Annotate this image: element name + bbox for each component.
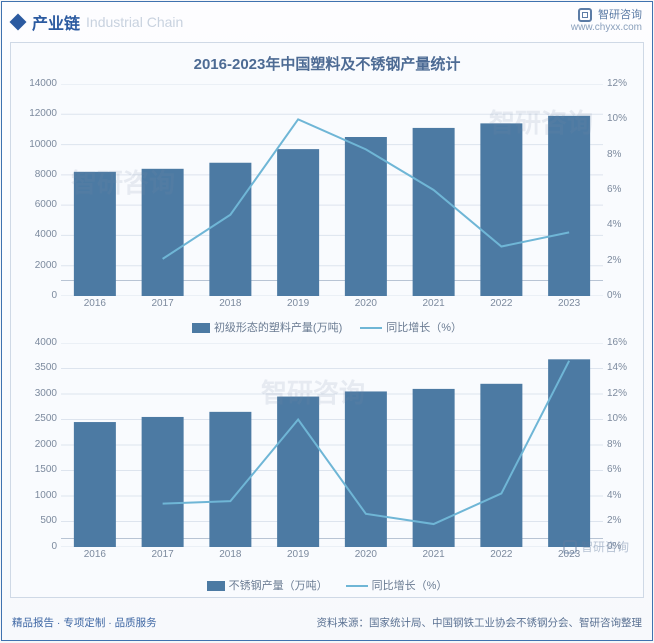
header: 产业链 Industrial Chain 智研咨询 www.chyxx.com bbox=[2, 2, 652, 42]
chart-card: 2016-2023年中国塑料及不锈钢产量统计 0 2000 4000 6000 8000… bbox=[10, 42, 644, 598]
chart-title: 2016-2023年中国塑料及不锈钢产量统计 bbox=[15, 47, 639, 80]
ytick-left: 2000 bbox=[15, 260, 57, 271]
xtick: 2016 bbox=[77, 549, 113, 560]
section-title-cn: 产业链 bbox=[32, 10, 80, 34]
diamond-icon bbox=[10, 14, 27, 31]
ytick-left: 500 bbox=[15, 515, 57, 526]
brand-corner-icon bbox=[563, 540, 577, 554]
brand-name: 智研咨询 bbox=[598, 9, 642, 21]
xtick: 2021 bbox=[416, 549, 452, 560]
ytick-left: 3500 bbox=[15, 362, 57, 373]
ytick-left: 8000 bbox=[15, 169, 57, 180]
ytick-right: 10% bbox=[607, 113, 627, 124]
legend-item-line: 同比增长（%） bbox=[346, 577, 448, 593]
brand-block: 智研咨询 www.chyxx.com bbox=[571, 6, 642, 33]
bar bbox=[548, 116, 590, 296]
ytick-left: 4000 bbox=[15, 337, 57, 348]
ytick-left: 6000 bbox=[15, 199, 57, 210]
legend-item-line: 同比增长（%） bbox=[360, 319, 462, 335]
xtick: 2017 bbox=[145, 298, 181, 309]
ytick-left: 0 bbox=[15, 541, 57, 552]
xtick: 2020 bbox=[348, 549, 384, 560]
bar bbox=[142, 416, 184, 546]
bar bbox=[74, 422, 116, 547]
ytick-right: 6% bbox=[607, 464, 621, 475]
bar bbox=[74, 172, 116, 296]
brand-logo-icon bbox=[578, 8, 592, 22]
bar bbox=[209, 411, 251, 546]
xtick: 2020 bbox=[348, 298, 384, 309]
ytick-left: 4000 bbox=[15, 229, 57, 240]
legend-bottom: 不锈钢产量（万吨） 同比增长（%） bbox=[15, 575, 639, 597]
ytick-right: 0% bbox=[607, 290, 621, 301]
bar bbox=[209, 163, 251, 296]
ytick-right: 12% bbox=[607, 78, 627, 89]
section-title-en: Industrial Chain bbox=[86, 14, 183, 30]
ytick-left: 0 bbox=[15, 290, 57, 301]
ytick-right: 14% bbox=[607, 362, 627, 373]
bar bbox=[277, 149, 319, 296]
ytick-left: 1000 bbox=[15, 490, 57, 501]
ytick-right: 12% bbox=[607, 388, 627, 399]
xtick: 2019 bbox=[280, 549, 316, 560]
ytick-right: 10% bbox=[607, 413, 627, 424]
xtick: 2023 bbox=[551, 298, 587, 309]
panel-top: 0 2000 4000 6000 8000 10000 12000 14000 0% 2% 4% 6%… bbox=[15, 80, 639, 317]
bar bbox=[345, 137, 387, 296]
ytick-right: 4% bbox=[607, 219, 621, 230]
ytick-left: 12000 bbox=[15, 108, 57, 119]
legend-top: 初级形态的塑料产量(万吨) 同比增长（%） bbox=[15, 317, 639, 339]
bar bbox=[345, 391, 387, 547]
ytick-right: 2% bbox=[607, 255, 621, 266]
ytick-right: 8% bbox=[607, 439, 621, 450]
brand-url: www.chyxx.com bbox=[571, 22, 642, 33]
bar bbox=[142, 169, 184, 296]
xtick: 2016 bbox=[77, 298, 113, 309]
bar bbox=[480, 123, 522, 296]
ytick-left: 2000 bbox=[15, 439, 57, 450]
xtick: 2021 bbox=[416, 298, 452, 309]
bar bbox=[413, 128, 455, 296]
xtick: 2018 bbox=[212, 298, 248, 309]
ytick-left: 3000 bbox=[15, 388, 57, 399]
footer-left: 精品报告 · 专项定制 · 品质服务 bbox=[12, 615, 157, 630]
ytick-left: 10000 bbox=[15, 139, 57, 150]
ytick-left: 1500 bbox=[15, 464, 57, 475]
xtick: 2022 bbox=[483, 298, 519, 309]
xtick: 2022 bbox=[483, 549, 519, 560]
legend-item-bar: 不锈钢产量（万吨） bbox=[207, 577, 328, 593]
brand-corner: 智研咨询 bbox=[563, 538, 629, 555]
panel-bottom: 050010001500200025003000350040000%2%4%6%… bbox=[15, 339, 639, 576]
xtick: 2019 bbox=[280, 298, 316, 309]
ytick-left: 2500 bbox=[15, 413, 57, 424]
ytick-right: 8% bbox=[607, 149, 621, 160]
ytick-right: 16% bbox=[607, 337, 627, 348]
xtick: 2017 bbox=[145, 549, 181, 560]
ytick-right: 2% bbox=[607, 515, 621, 526]
xtick: 2018 bbox=[212, 549, 248, 560]
ytick-right: 6% bbox=[607, 184, 621, 195]
footer: 精品报告 · 专项定制 · 品质服务 资料来源：国家统计局、中国钢铁工业协会不锈… bbox=[2, 604, 652, 640]
ytick-left: 14000 bbox=[15, 78, 57, 89]
footer-right: 资料来源：国家统计局、中国钢铁工业协会不锈钢分会、智研咨询整理 bbox=[317, 615, 643, 630]
ytick-right: 4% bbox=[607, 490, 621, 501]
legend-item-bar: 初级形态的塑料产量(万吨) bbox=[192, 319, 342, 335]
